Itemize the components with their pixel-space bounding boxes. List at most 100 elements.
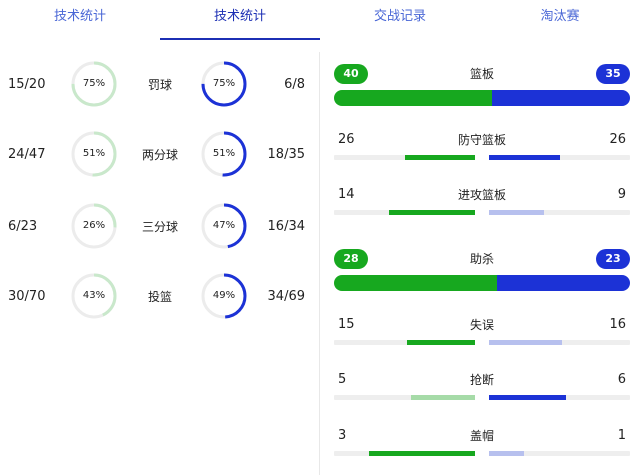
- ring-progress-arc: [71, 131, 117, 177]
- panel-divider: [319, 52, 320, 475]
- away-bar-fill: [489, 210, 545, 215]
- away-made-attempts: 16/34: [267, 219, 305, 234]
- away-value: 1: [617, 428, 626, 443]
- away-bar-segment: [491, 90, 630, 106]
- stat-label: 失误: [469, 318, 494, 332]
- home-value-pill: 28: [334, 249, 368, 269]
- shooting-row-free-throws: 15/20 75% 罚球 75% 6/8: [0, 50, 318, 120]
- ring-progress-arc: [201, 131, 247, 177]
- home-pct-label: 43%: [82, 290, 106, 301]
- stat-assists: 28 助杀 23: [334, 249, 630, 293]
- home-bar-track: [334, 451, 475, 456]
- home-bar-segment: [334, 90, 492, 106]
- ring-progress-arc: [201, 273, 247, 319]
- away-bar-fill: [489, 395, 566, 400]
- stat-label: 盖帽: [469, 429, 494, 443]
- away-pct-label: 49%: [212, 290, 236, 301]
- away-value-pill: 23: [596, 249, 630, 269]
- away-pct-ring: 51%: [200, 130, 248, 178]
- away-bar-fill: [489, 451, 525, 456]
- home-pct-ring: 43%: [70, 272, 118, 320]
- home-pct-label: 26%: [82, 220, 106, 231]
- tab-team-stats[interactable]: 技术统计: [53, 9, 106, 24]
- home-pct-ring: 26%: [70, 202, 118, 250]
- home-pct-ring: 75%: [70, 60, 118, 108]
- home-value: 15: [338, 317, 355, 332]
- stat-off-rebounds: 14 进攻篮板 9: [334, 187, 630, 217]
- away-made-attempts: 34/69: [267, 289, 305, 304]
- home-bar-fill: [406, 340, 475, 345]
- away-bar-track: [489, 210, 630, 215]
- away-bar-track: [489, 451, 630, 456]
- comparison-bar: [334, 90, 630, 106]
- home-bar-fill: [389, 210, 475, 215]
- away-made-attempts: 18/35: [267, 147, 305, 162]
- away-pct-label: 51%: [212, 148, 236, 159]
- away-pct-ring: 49%: [200, 272, 248, 320]
- away-bar-fill: [489, 155, 560, 160]
- home-value: 14: [338, 187, 355, 202]
- ring-progress-arc: [71, 203, 117, 249]
- home-value: 26: [338, 132, 355, 147]
- home-bar-track: [334, 340, 475, 345]
- away-pct-label: 47%: [212, 220, 236, 231]
- home-bar-fill: [404, 155, 475, 160]
- stat-label: 进攻篮板: [457, 188, 506, 202]
- stat-def-rebounds: 26 防守篮板 26: [334, 132, 630, 162]
- away-pct-ring: 47%: [200, 202, 248, 250]
- home-made-attempts: 30/70: [8, 289, 46, 304]
- stat-label: 防守篮板: [457, 133, 506, 147]
- home-bar-fill: [410, 395, 475, 400]
- home-bar-track: [334, 155, 475, 160]
- stat-label: 篮板: [469, 67, 494, 81]
- home-value: 3: [338, 428, 347, 443]
- shooting-row-field-goals: 30/70 43% 投篮 49% 34/69: [0, 262, 318, 332]
- ring-progress-arc: [201, 203, 247, 249]
- away-value-pill: 35: [596, 64, 630, 84]
- tab-bar: 技术统计 技术统计 交战记录 淘汰赛: [0, 0, 640, 42]
- tab-knockout[interactable]: 淘汰赛: [540, 9, 580, 24]
- home-bar-segment: [334, 275, 497, 291]
- category-label: 罚球: [147, 78, 172, 92]
- home-value: 5: [338, 372, 347, 387]
- shooting-row-three-pointers: 6/23 26% 三分球 47% 16/34: [0, 192, 318, 262]
- tab-player-stats[interactable]: 技术统计: [160, 0, 320, 42]
- stat-label: 助杀: [469, 252, 494, 266]
- away-bar-track: [489, 155, 630, 160]
- category-label: 三分球: [141, 220, 178, 234]
- ring-progress-arc: [71, 273, 117, 319]
- stat-steals: 5 抢断 6: [334, 372, 630, 402]
- home-pct-ring: 51%: [70, 130, 118, 178]
- away-value: 6: [617, 372, 626, 387]
- home-made-attempts: 24/47: [8, 147, 46, 162]
- stat-rebounds: 40 篮板 35: [334, 64, 630, 108]
- away-made-attempts: 6/8: [284, 77, 305, 92]
- stat-label: 抢断: [469, 373, 494, 387]
- stat-turnovers: 15 失误 16: [334, 317, 630, 347]
- ring-progress-arc: [201, 61, 247, 107]
- home-value-pill: 40: [334, 64, 368, 84]
- category-label: 两分球: [141, 148, 178, 162]
- comparison-bar: [334, 275, 630, 291]
- away-bar-track: [489, 395, 630, 400]
- away-value: 26: [609, 132, 626, 147]
- home-pct-label: 75%: [82, 78, 106, 89]
- away-pct-label: 75%: [212, 78, 236, 89]
- home-made-attempts: 6/23: [8, 219, 38, 234]
- shooting-row-two-pointers: 24/47 51% 两分球 51% 18/35: [0, 120, 318, 190]
- tab-head-to-head[interactable]: 交战记录: [373, 9, 426, 24]
- away-pct-ring: 75%: [200, 60, 248, 108]
- away-bar-track: [489, 340, 630, 345]
- away-value: 9: [617, 187, 626, 202]
- home-made-attempts: 15/20: [8, 77, 46, 92]
- away-value: 16: [609, 317, 626, 332]
- home-bar-track: [334, 395, 475, 400]
- category-label: 投篮: [147, 290, 172, 304]
- home-pct-label: 51%: [82, 148, 106, 159]
- home-bar-fill: [369, 451, 475, 456]
- away-bar-fill: [489, 340, 562, 345]
- stat-blocks: 3 盖帽 1: [334, 428, 630, 458]
- away-bar-segment: [496, 275, 630, 291]
- home-bar-track: [334, 210, 475, 215]
- ring-progress-arc: [71, 61, 117, 107]
